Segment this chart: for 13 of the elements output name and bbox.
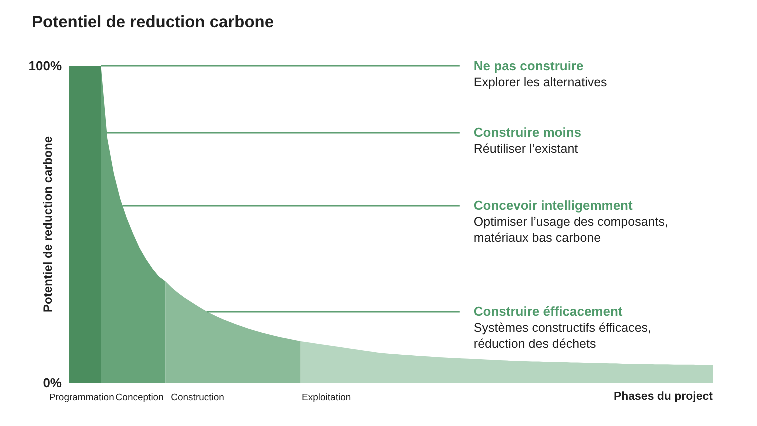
- y-tick-label: 100%: [28, 58, 62, 74]
- y-tick-label: 0%: [43, 376, 62, 390]
- ref-line-label: Construire moins Réutiliser l’existant: [474, 125, 582, 156]
- y-axis-title: Potentiel de reduction carbone: [41, 136, 55, 313]
- ref-line-label: Construire éfficacement Systèmes constructifs éfficaces, réduction des déchets: [474, 304, 652, 352]
- chart-title: Potentiel de reduction carbone: [32, 14, 274, 32]
- ref-line-label: Concevoir intelligemment Optimiser l’usage des composants, matériaux bas carbone: [474, 198, 668, 245]
- x-tick-label: Exploitation: [302, 392, 352, 404]
- x-tick-label: Construction: [171, 392, 224, 404]
- x-tick-label: Programmation: [49, 392, 114, 404]
- x-axis-title: Phases du project: [614, 391, 714, 403]
- ref-line-label: Ne pas construire Explorer les alternatives: [474, 58, 608, 90]
- x-tick-label: Conception: [116, 392, 164, 404]
